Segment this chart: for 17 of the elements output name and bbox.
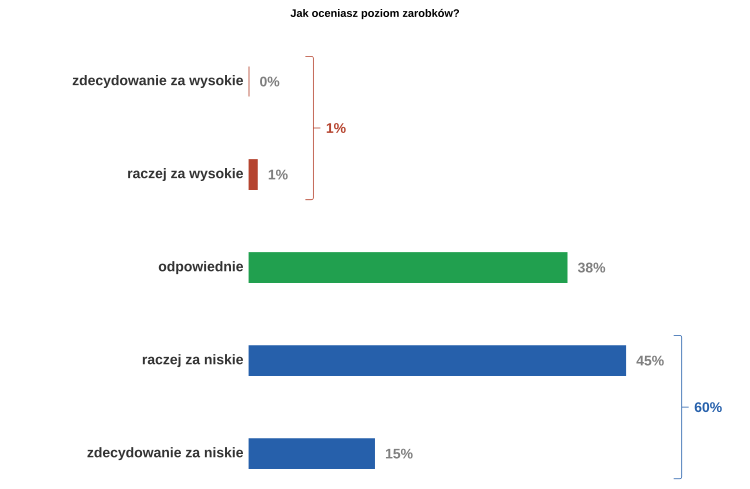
- text: 60%: [694, 402, 722, 412]
- bar: [248, 438, 375, 470]
- data-label: 15%: [386, 448, 413, 459]
- data-label: 45%: [636, 356, 664, 366]
- bar: [248, 345, 626, 376]
- bar: [248, 159, 258, 190]
- data-label: 1%: [268, 170, 288, 180]
- annotation: 1%: [326, 123, 346, 133]
- y-tick-label: zdecydowanie za wysokie: [72, 75, 243, 88]
- bar: [248, 252, 568, 283]
- data-label: 0%: [260, 76, 280, 86]
- chart-title: Jak oceniasz poziom zarobków?: [290, 8, 460, 20]
- y-tick-label: zdecydowanie za niskie: [87, 447, 243, 460]
- data-label: 38%: [578, 262, 606, 273]
- y-tick-label: raczej za niskie: [142, 354, 243, 368]
- y-tick-label: raczej za wysokie: [128, 168, 243, 182]
- y-tick-label: odpowiednie: [158, 261, 244, 274]
